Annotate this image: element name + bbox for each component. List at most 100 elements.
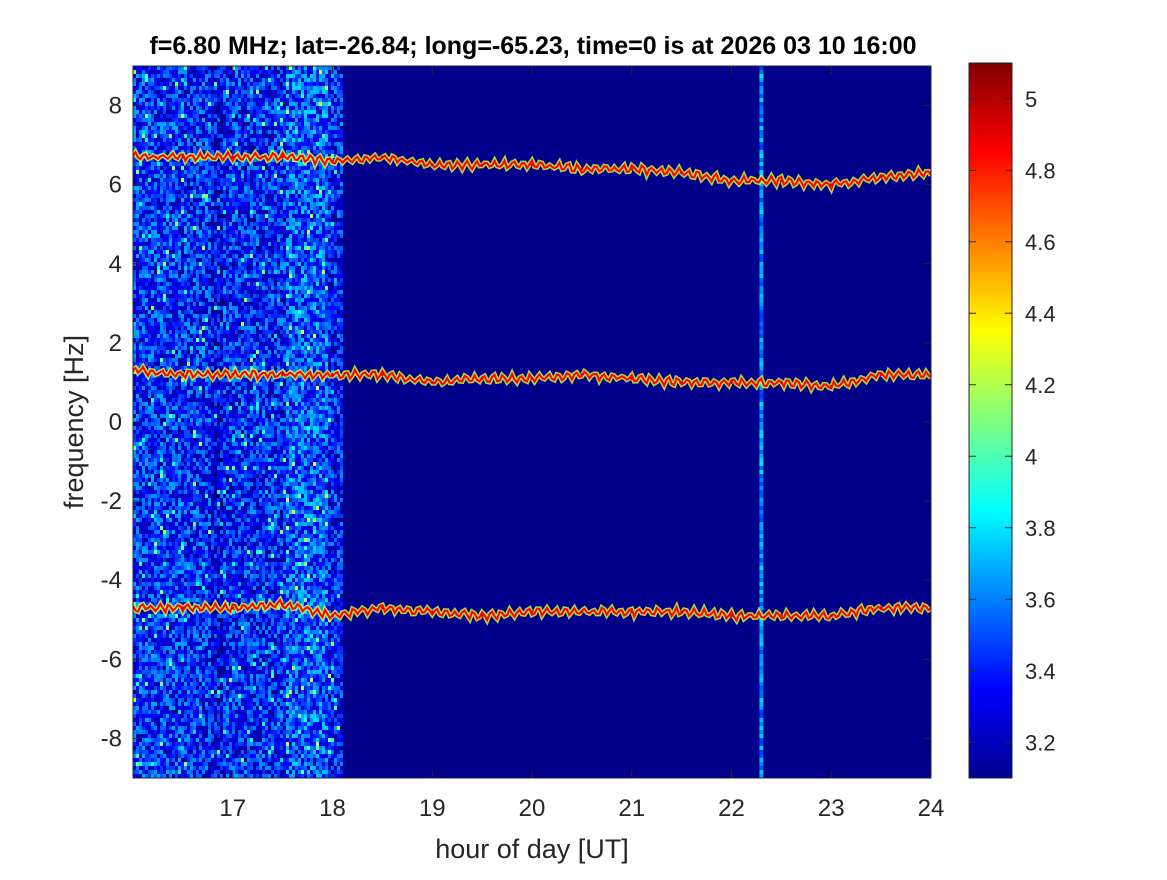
noise-cell xyxy=(139,558,142,562)
noise-cell xyxy=(145,754,148,758)
noise-cell xyxy=(199,274,202,278)
noise-cell xyxy=(145,654,148,658)
noise-cell xyxy=(202,422,205,426)
noise-cell xyxy=(211,390,214,394)
noise-cell xyxy=(154,394,157,398)
noise-cell xyxy=(181,190,184,194)
noise-cell xyxy=(145,346,148,350)
noise-cell xyxy=(181,306,184,310)
noise-cell xyxy=(157,78,160,82)
noise-cell xyxy=(199,542,202,546)
noise-cell xyxy=(175,110,178,114)
noise-cell xyxy=(205,258,208,262)
noise-cell xyxy=(163,290,166,294)
noise-cell xyxy=(214,222,217,226)
noise-cell xyxy=(181,270,184,274)
noise-cell xyxy=(142,78,145,82)
noise-cell xyxy=(160,486,163,490)
noise-cell xyxy=(151,590,154,594)
noise-cell xyxy=(211,66,214,70)
noise-cell xyxy=(148,634,151,638)
noise-cell xyxy=(214,638,217,642)
noise-cell xyxy=(157,614,160,618)
noise-cell xyxy=(145,714,148,718)
noise-cell xyxy=(211,618,214,622)
noise-cell xyxy=(199,78,202,82)
noise-cell xyxy=(211,674,214,678)
noise-cell xyxy=(205,762,208,766)
noise-cell xyxy=(160,282,163,286)
noise-cell xyxy=(163,558,166,562)
noise-cell xyxy=(175,714,178,718)
noise-cell xyxy=(169,594,172,598)
noise-cell xyxy=(151,90,154,94)
noise-cell xyxy=(166,406,169,410)
noise-cell xyxy=(202,166,205,170)
noise-cell xyxy=(193,502,196,506)
noise-cell xyxy=(157,758,160,762)
noise-cell xyxy=(142,666,145,670)
noise-cell xyxy=(181,542,184,546)
noise-cell xyxy=(148,98,151,102)
noise-cell xyxy=(193,706,196,710)
noise-cell xyxy=(181,222,184,226)
noise-cell xyxy=(136,566,139,570)
noise-cell xyxy=(145,694,148,698)
noise-cell xyxy=(139,522,142,526)
noise-cell xyxy=(175,138,178,142)
noise-cell xyxy=(163,566,166,570)
noise-cell xyxy=(196,654,199,658)
noise-cell xyxy=(172,738,175,742)
noise-cell xyxy=(136,530,139,534)
noise-cell xyxy=(142,562,145,566)
noise-cell xyxy=(172,90,175,94)
noise-cell xyxy=(154,82,157,86)
noise-cell xyxy=(181,686,184,690)
noise-cell xyxy=(175,614,178,618)
noise-cell xyxy=(181,662,184,666)
noise-cell xyxy=(184,494,187,498)
noise-cell xyxy=(190,766,193,770)
noise-cell xyxy=(208,598,211,602)
noise-cell xyxy=(196,142,199,146)
noise-cell xyxy=(139,390,142,394)
noise-cell xyxy=(136,586,139,590)
noise-cell xyxy=(184,518,187,522)
noise-cell xyxy=(157,562,160,566)
noise-cell xyxy=(199,710,202,714)
noise-cell xyxy=(208,238,211,242)
noise-cell xyxy=(184,442,187,446)
noise-cell xyxy=(187,726,190,730)
noise-cell xyxy=(184,682,187,686)
noise-cell xyxy=(172,138,175,142)
noise-cell xyxy=(160,354,163,358)
noise-cell xyxy=(196,410,199,414)
noise-cell xyxy=(172,166,175,170)
noise-cell xyxy=(154,746,157,750)
noise-cell xyxy=(181,558,184,562)
noise-cell xyxy=(154,114,157,118)
noise-cell xyxy=(178,106,181,110)
noise-cell xyxy=(187,130,190,134)
noise-cell xyxy=(136,270,139,274)
noise-cell xyxy=(166,678,169,682)
noise-cell xyxy=(145,614,148,618)
noise-cell xyxy=(145,194,148,198)
noise-cell xyxy=(184,542,187,546)
noise-cell xyxy=(190,626,193,630)
noise-cell xyxy=(142,614,145,618)
noise-cell xyxy=(163,210,166,214)
noise-cell xyxy=(172,78,175,82)
noise-cell xyxy=(169,222,172,226)
noise-cell xyxy=(172,498,175,502)
noise-cell xyxy=(184,206,187,210)
noise-cell xyxy=(187,142,190,146)
noise-cell xyxy=(205,254,208,258)
noise-cell xyxy=(157,426,160,430)
noise-cell xyxy=(211,566,214,570)
noise-cell xyxy=(169,466,172,470)
noise-cell xyxy=(175,594,178,598)
noise-cell xyxy=(214,718,217,722)
noise-cell xyxy=(172,214,175,218)
noise-cell xyxy=(205,678,208,682)
